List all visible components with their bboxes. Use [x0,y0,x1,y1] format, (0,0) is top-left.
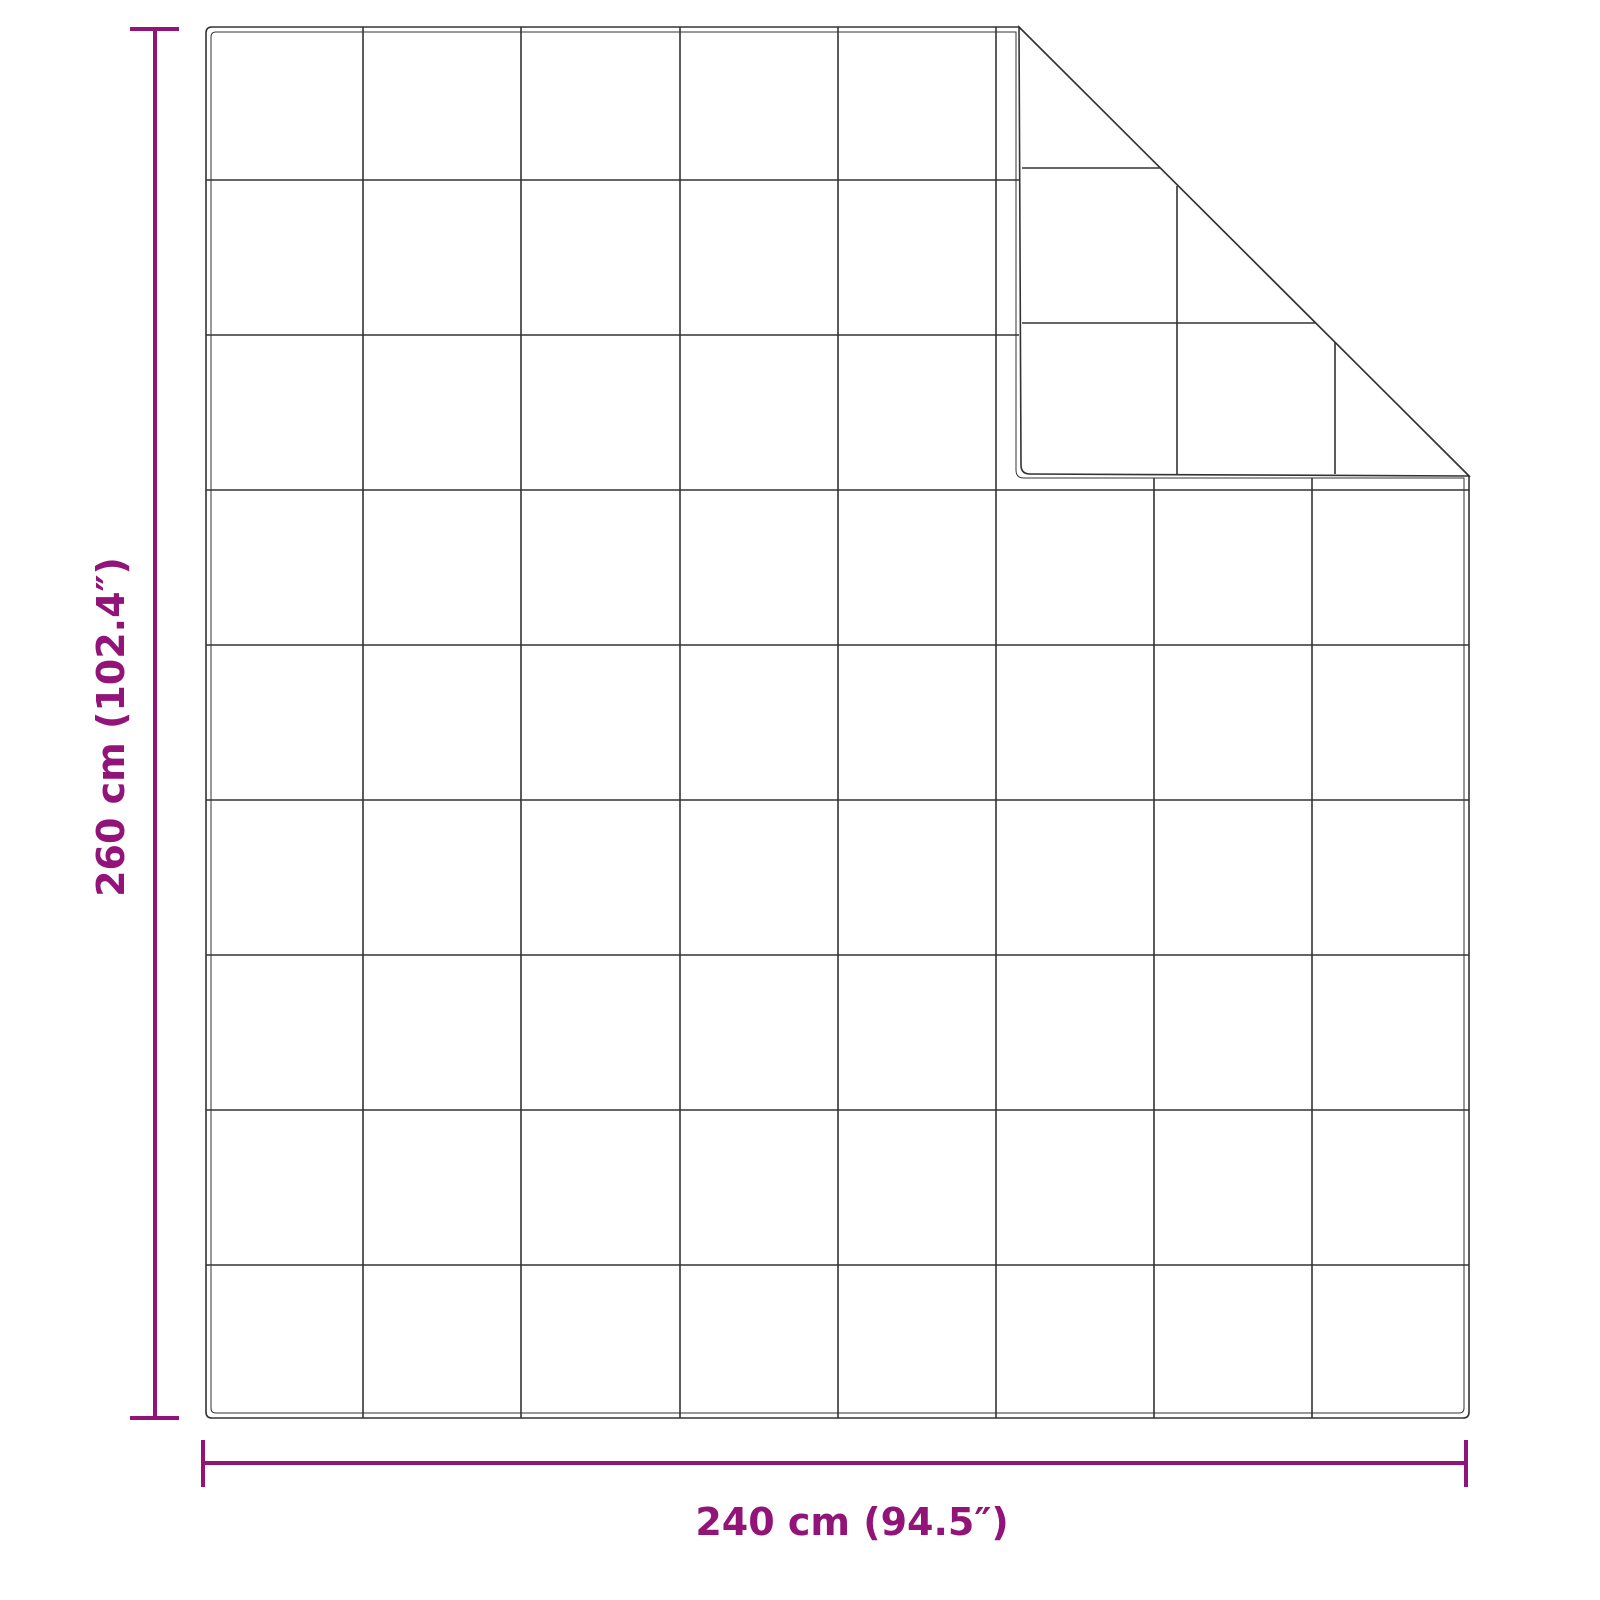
height-dimension [130,27,179,1420]
height-label: 260 cm (102.4″) [89,557,133,897]
blanket-outline [205,26,1470,1419]
width-label: 240 cm (94.5″) [695,1500,1008,1544]
folded-corner-flap [1018,25,1471,477]
flap-outline [1018,25,1471,477]
width-dimension [201,1440,1468,1487]
blanket-seam [210,31,1465,1414]
blanket-edge [205,26,1470,1419]
